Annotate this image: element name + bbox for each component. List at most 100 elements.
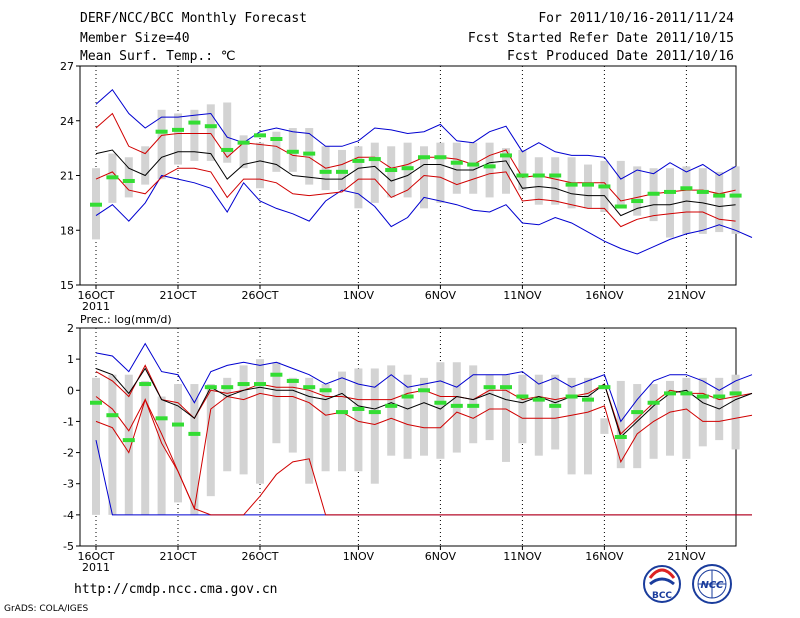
climatology-marker bbox=[467, 162, 480, 167]
ensemble-box bbox=[731, 374, 740, 450]
ensemble-box bbox=[403, 374, 412, 459]
ensemble-box bbox=[616, 380, 625, 469]
climatology-marker bbox=[696, 189, 709, 194]
ensemble-box bbox=[600, 418, 609, 434]
ensemble-box bbox=[141, 146, 150, 185]
ensemble-box bbox=[567, 377, 576, 475]
variable-label: Mean Surf. Temp.: ℃ bbox=[80, 49, 236, 64]
forecast-start-date: Fcst Started Refer Date 2011/10/15 bbox=[467, 31, 734, 46]
ensemble-box bbox=[338, 371, 346, 472]
ensemble-box bbox=[174, 113, 182, 165]
climatology-marker bbox=[286, 149, 299, 154]
ensemble-box bbox=[370, 368, 379, 484]
x-tick-label: 21NOV bbox=[667, 550, 706, 563]
climatology-marker bbox=[188, 431, 201, 436]
y-tick-label: 21 bbox=[60, 170, 74, 183]
y-tick-label: 1 bbox=[67, 353, 74, 366]
x-tick-label: 11NOV bbox=[503, 289, 542, 302]
climatology-marker bbox=[549, 403, 562, 408]
x-tick-label: 21NOV bbox=[667, 289, 706, 302]
ensemble-box bbox=[633, 384, 642, 469]
climatology-marker bbox=[483, 385, 496, 390]
ensemble-box bbox=[731, 166, 740, 234]
y-tick-label: -2 bbox=[63, 447, 74, 460]
climatology-marker bbox=[90, 400, 102, 405]
mean-minus-line bbox=[95, 167, 736, 228]
ensemble-box bbox=[157, 109, 166, 180]
ensemble-box bbox=[321, 384, 330, 472]
climatology-marker bbox=[631, 410, 644, 415]
ensemble-box bbox=[666, 380, 674, 456]
ensemble-box bbox=[141, 380, 150, 515]
climatology-marker bbox=[631, 199, 644, 204]
ensemble-box bbox=[469, 142, 478, 194]
ensemble-box bbox=[682, 166, 691, 234]
forecast-period: For 2011/10/16-2011/11/24 bbox=[538, 11, 734, 26]
climatology-marker bbox=[122, 438, 135, 443]
ensemble-box bbox=[715, 171, 724, 233]
min-line bbox=[95, 174, 753, 255]
lower-bound-line bbox=[95, 398, 752, 516]
climatology-marker bbox=[336, 169, 348, 174]
climatology-marker bbox=[188, 120, 201, 125]
climatology-marker bbox=[680, 391, 693, 396]
ensemble-box bbox=[370, 142, 379, 203]
climatology-marker bbox=[729, 193, 742, 198]
climatology-marker bbox=[664, 189, 676, 194]
climatology-marker bbox=[385, 168, 398, 173]
ensemble-box bbox=[551, 374, 560, 450]
ensemble-box bbox=[420, 146, 428, 209]
climatology-marker bbox=[204, 124, 217, 129]
ensemble-box bbox=[108, 374, 117, 515]
ensemble-box bbox=[387, 365, 396, 456]
ensemble-box bbox=[502, 374, 510, 462]
climatology-marker bbox=[237, 140, 250, 145]
source-url[interactable]: http://cmdp.ncc.cma.gov.cn bbox=[74, 582, 278, 597]
climatology-marker bbox=[713, 193, 726, 198]
ensemble-box bbox=[223, 377, 232, 472]
climatology-marker bbox=[401, 394, 414, 399]
ensemble-box bbox=[190, 384, 199, 515]
ensemble-box bbox=[616, 160, 625, 209]
ensemble-box bbox=[206, 384, 215, 497]
climatology-marker bbox=[270, 137, 283, 141]
x-tick-label: 26OCT bbox=[241, 289, 278, 302]
climatology-marker bbox=[155, 129, 168, 134]
ensemble-box bbox=[157, 396, 166, 515]
grads-credit: GrADS: COLA/IGES bbox=[4, 604, 89, 614]
climatology-marker bbox=[352, 406, 365, 411]
climatology-marker bbox=[106, 175, 119, 180]
climatology-marker bbox=[237, 382, 250, 387]
climatology-marker bbox=[696, 394, 709, 399]
climatology-marker bbox=[385, 403, 398, 408]
ensemble-box bbox=[354, 146, 363, 209]
climatology-marker bbox=[549, 173, 562, 178]
climatology-marker bbox=[139, 382, 152, 387]
temperature-plot: 16OCT 21OCT 26OCT 1NOV 6NOV 11NOV 16NOV 21NOV 20… bbox=[60, 60, 753, 313]
x-tick-label: 1NOV bbox=[343, 550, 375, 563]
climatology-marker bbox=[532, 397, 545, 402]
climatology-marker bbox=[516, 173, 529, 178]
prec-title: Prec.: log(mm/d) bbox=[80, 313, 172, 326]
climatology-marker bbox=[254, 133, 266, 138]
climatology-marker bbox=[172, 422, 184, 427]
climatology-marker bbox=[368, 410, 381, 415]
ensemble-box bbox=[239, 365, 248, 475]
ensemble-box bbox=[666, 168, 674, 238]
climatology-marker bbox=[582, 397, 594, 402]
climatology-marker bbox=[467, 403, 480, 408]
y-tick-label: -4 bbox=[63, 509, 74, 522]
climatology-marker bbox=[664, 391, 676, 396]
climatology-marker bbox=[368, 157, 381, 162]
climatology-marker bbox=[614, 435, 627, 439]
ensemble-box bbox=[174, 384, 182, 503]
climatology-marker bbox=[516, 394, 529, 399]
climatology-marker bbox=[401, 166, 414, 171]
climatology-marker bbox=[270, 372, 283, 377]
ensemble-box bbox=[436, 142, 445, 203]
ensemble-box bbox=[305, 377, 314, 484]
climatology-marker bbox=[647, 400, 660, 405]
ensemble-box bbox=[534, 374, 543, 456]
x-tick-label: 21OCT bbox=[159, 289, 196, 302]
x-tick-label: 11NOV bbox=[503, 550, 542, 563]
